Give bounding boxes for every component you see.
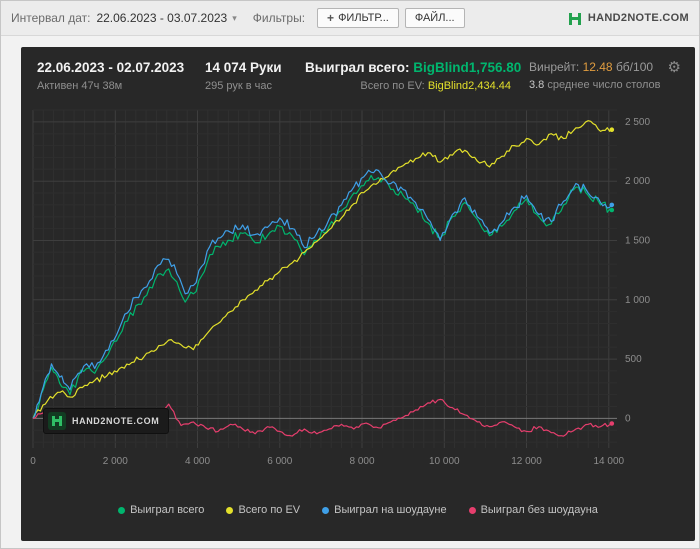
session-date-range: 22.06.2023 - 02.07.2023 bbox=[37, 60, 185, 75]
won-total-label: Выиграл всего: bbox=[305, 60, 410, 75]
brand-name: HAND2NOTE.COM bbox=[587, 12, 689, 24]
legend-label: Выиграл на шоудауне bbox=[334, 504, 447, 516]
session-stats-panel: 22.06.2023 - 02.07.2023 Активен 47ч 38м … bbox=[21, 47, 695, 541]
watermark-text: HAND2NOTE.COM bbox=[72, 416, 160, 426]
svg-text:2 000: 2 000 bbox=[625, 176, 650, 187]
chevron-down-icon: ▾ bbox=[232, 12, 237, 23]
svg-text:2 500: 2 500 bbox=[625, 117, 650, 128]
hand2note-watermark: HAND2NOTE.COM bbox=[43, 408, 170, 434]
svg-text:10 000: 10 000 bbox=[429, 456, 460, 467]
session-date-block: 22.06.2023 - 02.07.2023 Активен 47ч 38м bbox=[37, 60, 205, 92]
svg-text:0: 0 bbox=[625, 413, 631, 424]
svg-text:4 000: 4 000 bbox=[185, 456, 210, 467]
svg-text:8 000: 8 000 bbox=[349, 456, 374, 467]
legend-item-won-total[interactable]: Выиграл всего bbox=[118, 504, 204, 516]
ev-total-label: Всего по EV: bbox=[360, 80, 425, 92]
chart-legend: Выиграл всего Всего по EV Выиграл на шоу… bbox=[21, 496, 695, 524]
chart-area: 0 2 000 4 000 6 000 8 000 10 000 12 000 14 000 0… bbox=[21, 96, 695, 496]
legend-item-ev-total[interactable]: Всего по EV bbox=[226, 504, 300, 516]
filters-label: Фильтры: bbox=[252, 11, 306, 25]
svg-text:1 500: 1 500 bbox=[625, 236, 650, 247]
hand2note-logo-icon bbox=[568, 13, 581, 25]
hand2note-watermark-icon bbox=[48, 412, 66, 430]
svg-text:0: 0 bbox=[30, 456, 36, 467]
legend-dot-pink bbox=[468, 506, 476, 514]
legend-item-non-showdown[interactable]: Выиграл без шоудауна bbox=[468, 504, 598, 516]
won-total-value: BigBlind1,756.80 bbox=[413, 60, 522, 75]
active-time: Активен 47ч 38м bbox=[37, 80, 123, 92]
ev-total-value: BigBlind2,434.44 bbox=[427, 80, 511, 92]
brand: HAND2NOTE.COM bbox=[567, 10, 689, 26]
legend-dot-green bbox=[118, 506, 126, 514]
toolbar: Интервал дат: 22.06.2023 - 03.07.2023 ▾ … bbox=[1, 1, 699, 36]
svg-text:6 000: 6 000 bbox=[267, 456, 292, 467]
plus-icon: + bbox=[327, 11, 335, 25]
winnings-chart: 0 2 000 4 000 6 000 8 000 10 000 12 000 14 000 0… bbox=[30, 109, 650, 467]
winrate-label: Винрейт: bbox=[529, 60, 580, 74]
svg-text:500: 500 bbox=[625, 354, 642, 365]
legend-item-showdown[interactable]: Выиграл на шоудауне bbox=[322, 504, 447, 516]
settings-gear-icon[interactable]: ⚙ bbox=[667, 59, 681, 76]
svg-text:12 000: 12 000 bbox=[511, 456, 542, 467]
date-range-selector[interactable]: 22.06.2023 - 03.07.2023 ▾ bbox=[96, 11, 236, 25]
avg-tables-label: среднее число столов bbox=[547, 79, 661, 91]
winrate-units: бб/100 bbox=[615, 60, 654, 74]
legend-dot-blue bbox=[322, 506, 330, 514]
hands-block: 14 074 Руки 295 рук в час bbox=[205, 60, 305, 92]
panel-header: 22.06.2023 - 02.07.2023 Активен 47ч 38м … bbox=[21, 47, 695, 94]
winrate-value: 12.48 bbox=[582, 60, 613, 74]
hands-count: 14 074 Руки bbox=[205, 60, 282, 75]
legend-label: Всего по EV bbox=[238, 504, 301, 516]
svg-text:14 000: 14 000 bbox=[594, 456, 625, 467]
hands-per-hour: 295 рук в час bbox=[205, 80, 273, 92]
file-button-label: ФАЙЛ... bbox=[414, 12, 455, 24]
winnings-block: Выиграл всего: BigBlind1,756.80 Всего по… bbox=[305, 60, 521, 92]
legend-dot-yellow bbox=[226, 506, 234, 514]
legend-label: Выиграл без шоудауна bbox=[480, 504, 598, 516]
add-filter-label: ФИЛЬТР... bbox=[338, 12, 389, 24]
file-button[interactable]: ФАЙЛ... bbox=[404, 8, 465, 28]
date-range-value: 22.06.2023 - 03.07.2023 bbox=[96, 11, 228, 25]
legend-label: Выиграл всего bbox=[130, 504, 205, 516]
svg-text:1 000: 1 000 bbox=[625, 295, 650, 306]
add-filter-button[interactable]: + ФИЛЬТР... bbox=[317, 8, 399, 28]
date-interval-label: Интервал дат: bbox=[11, 11, 91, 25]
svg-text:2 000: 2 000 bbox=[103, 456, 128, 467]
avg-tables-value: 3.8 bbox=[529, 79, 545, 91]
winrate-block: Винрейт: 12.48 бб/100 3.8 среднее число … bbox=[529, 60, 661, 91]
